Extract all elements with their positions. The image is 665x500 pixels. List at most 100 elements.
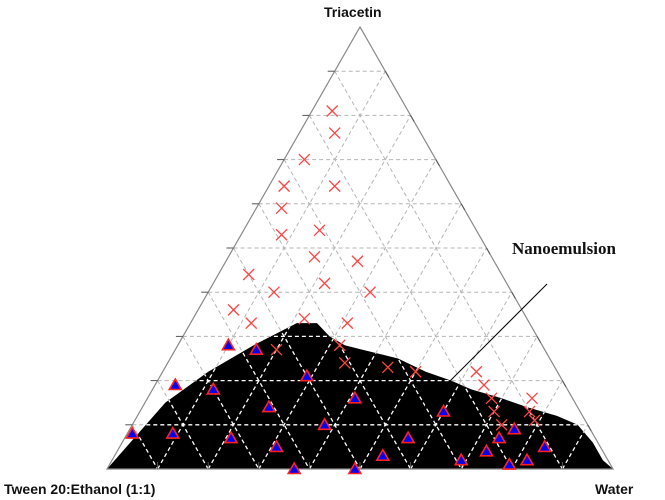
triangle-marker (248, 342, 264, 356)
region-grid-line-surfactant (283, 323, 462, 469)
cross-marker (298, 153, 311, 166)
cross-marker (478, 379, 490, 391)
cross-marker (338, 356, 351, 369)
tick-right (536, 336, 542, 343)
cross-stroke (298, 153, 311, 166)
cross-stroke (326, 105, 339, 117)
tick-right (511, 291, 516, 299)
triangle-marker (375, 448, 391, 462)
cross-stroke (328, 127, 341, 140)
cross-stroke (275, 202, 288, 215)
cross-marker (298, 312, 311, 325)
cross-stroke (409, 365, 422, 378)
tick-right (384, 70, 390, 78)
tick-right (460, 203, 466, 211)
cross-marker (328, 127, 341, 140)
cross-marker (328, 180, 341, 193)
region-grid-line-surfactant (308, 323, 513, 469)
cross-marker (523, 405, 536, 418)
cross-stroke (298, 312, 311, 325)
axis-label-top: Triacetin (324, 4, 382, 20)
triangle-marker (506, 421, 522, 435)
cross-stroke (328, 180, 341, 193)
cross-stroke (351, 255, 364, 268)
cross-marker (318, 277, 331, 290)
triangle-markers (124, 337, 553, 475)
region-grid-line-water (258, 323, 437, 469)
cross-marker (268, 286, 280, 299)
cross-marker (308, 250, 321, 263)
triangle-marker (453, 452, 469, 466)
triangle-marker (317, 417, 332, 431)
cross-marker (495, 418, 508, 431)
cross-stroke (308, 250, 321, 263)
cross-stroke (242, 268, 255, 281)
cross-stroke (341, 317, 354, 330)
triangle-marker (261, 399, 277, 413)
cross-stroke (381, 361, 394, 374)
triangle-marker (223, 430, 239, 444)
triangle-marker (501, 456, 517, 470)
cross-stroke (485, 392, 498, 405)
cross-stroke (364, 286, 377, 299)
cross-marker (381, 361, 394, 374)
cross-stroke (338, 356, 351, 369)
grid-line-water (157, 70, 386, 470)
triangle-marker (347, 461, 363, 475)
cross-stroke (275, 228, 288, 241)
cross-stroke (227, 303, 240, 316)
cross-marker (245, 317, 258, 330)
triangle-marker (491, 430, 507, 444)
region-grid-line-water (561, 424, 589, 469)
cross-marker (526, 392, 538, 405)
cross-stroke (523, 405, 536, 418)
cross-marker (528, 414, 541, 427)
triangle-marker (124, 425, 140, 439)
cross-marker (242, 268, 255, 281)
triangle-marker (221, 337, 236, 351)
cross-stroke (270, 343, 283, 356)
cross-marker (227, 303, 240, 316)
annotation-leader-line (424, 283, 548, 407)
cross-marker (488, 405, 501, 418)
triangle-marker (286, 461, 302, 475)
cross-stroke (313, 224, 326, 237)
region-grid-line-surfactant (207, 323, 310, 469)
cross-marker (485, 392, 498, 405)
region-grid-line-surfactant (232, 323, 361, 469)
cross-marker (341, 317, 354, 330)
cross-marker (409, 365, 422, 378)
cross-marker (333, 339, 346, 352)
cross-stroke (478, 379, 490, 391)
triangle-marker (400, 430, 416, 444)
cross-marker (313, 224, 326, 237)
triangle-marker (479, 443, 494, 457)
cross-stroke (318, 277, 331, 290)
triangle-marker (537, 439, 553, 453)
cross-marker (275, 202, 288, 215)
annotation-label: Nanoemulsion (512, 239, 616, 258)
cross-marker (278, 180, 291, 193)
region-grid-line-surfactant (182, 336, 260, 469)
cross-marker (364, 286, 377, 299)
cross-marker (326, 105, 339, 117)
cross-stroke (488, 405, 501, 418)
triangle-marker (205, 381, 221, 395)
axis-label-left: Tween 20:Ethanol (1:1) (4, 481, 156, 497)
tick-right (486, 247, 491, 255)
triangle-marker (347, 390, 363, 404)
triangle-marker (167, 377, 183, 391)
cross-marker (470, 365, 483, 378)
grid-line-surfactant (334, 70, 563, 470)
triangle-marker (519, 452, 535, 466)
cross-stroke (268, 286, 280, 299)
tick-right (435, 159, 440, 166)
cross-stroke (333, 339, 346, 352)
cross-marker (275, 228, 288, 241)
triangle-marker (269, 439, 284, 453)
cross-marker (270, 343, 283, 356)
grid-line-water (410, 291, 513, 470)
cross-markers (227, 105, 541, 431)
cross-stroke (245, 317, 258, 330)
